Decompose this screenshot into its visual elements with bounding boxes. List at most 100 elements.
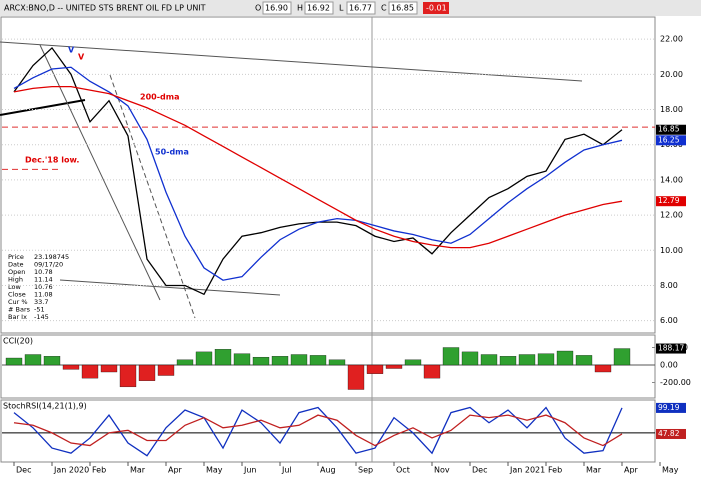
bar xyxy=(233,353,251,366)
quote-box xyxy=(262,1,292,15)
info-value: -51 xyxy=(34,306,45,314)
bar xyxy=(62,364,80,370)
x-tick-label: Feb xyxy=(92,466,106,475)
panel-title: StochRSI(14,21(1),9) xyxy=(3,402,87,411)
bar xyxy=(252,356,270,366)
panel-title: CCI(20) xyxy=(3,337,33,346)
quote-label: O xyxy=(255,4,261,13)
info-value: -145 xyxy=(34,313,49,321)
annotation: V xyxy=(78,53,85,62)
last-value-box xyxy=(656,343,686,354)
quote-value: 16.77 xyxy=(349,4,372,13)
x-tick-label: May xyxy=(206,466,223,475)
y-tick-label: 22.00 xyxy=(660,35,683,44)
x-tick-label: Feb xyxy=(548,466,562,475)
x-tick-label: Oct xyxy=(396,466,410,475)
x-tick-label: Aug xyxy=(320,466,336,475)
bar xyxy=(613,348,631,366)
info-label: # Bars xyxy=(8,306,31,314)
last-value-box xyxy=(656,402,686,413)
trend-line xyxy=(0,41,583,82)
change-box xyxy=(423,2,449,14)
trend-line xyxy=(59,279,281,296)
bar xyxy=(328,359,346,366)
trend-line xyxy=(109,74,196,319)
bar xyxy=(309,355,327,366)
bar xyxy=(404,359,422,366)
bar xyxy=(138,364,156,381)
x-tick-label: Sep xyxy=(358,466,373,475)
series-line xyxy=(13,85,623,249)
y-tick-label: 18.00 xyxy=(660,105,683,114)
info-label: Price xyxy=(8,253,24,261)
info-value: 09/17/20 xyxy=(34,261,63,269)
info-value: 11.08 xyxy=(34,291,53,299)
last-value-box xyxy=(656,428,686,439)
bar xyxy=(423,364,441,379)
last-value-box xyxy=(656,124,686,135)
quote-box xyxy=(304,1,334,15)
header: ARCX:BNO,D -- UNITED STS BRENT OIL FD LP… xyxy=(4,1,449,15)
y-tick-label: 8.00 xyxy=(660,281,678,290)
quote-value: 16.85 xyxy=(391,4,414,13)
x-tick-label: Jun xyxy=(243,466,257,475)
last-value: 16.85 xyxy=(658,125,680,134)
bar xyxy=(499,356,517,366)
last-value: 188.17 xyxy=(658,344,684,353)
quote-value: 16.90 xyxy=(265,4,288,13)
quote-value: 16.92 xyxy=(307,4,330,13)
bar xyxy=(81,364,99,379)
bar xyxy=(271,356,289,366)
info-value: 33.7 xyxy=(34,298,48,306)
bar xyxy=(385,364,403,369)
annotation: 50-dma xyxy=(155,148,189,157)
last-value: 47.82 xyxy=(658,429,680,438)
bar xyxy=(195,351,213,366)
y-tick-label: 10.00 xyxy=(660,246,683,255)
info-label: Cur % xyxy=(8,298,28,306)
bar xyxy=(43,356,61,366)
bar xyxy=(480,354,498,366)
bar xyxy=(594,364,612,373)
last-value: 16.25 xyxy=(658,135,680,144)
y-tick-label: 14.00 xyxy=(660,175,683,184)
x-tick-label: Dec xyxy=(472,466,487,475)
bar xyxy=(518,354,536,366)
info-label: Close xyxy=(8,291,26,299)
series-line xyxy=(13,414,623,447)
info-value: 10.78 xyxy=(34,268,53,276)
x-tick-label: Mar xyxy=(130,466,146,475)
info-value: 10.76 xyxy=(34,283,53,291)
info-label: Low xyxy=(8,283,21,291)
annotation: Dec.'18 low. xyxy=(25,156,79,165)
bar xyxy=(157,364,175,376)
x-tick-label: Jan 2020 xyxy=(53,466,89,475)
price-frame xyxy=(0,16,656,334)
y-tick-label: 6.00 xyxy=(660,316,678,325)
bar xyxy=(100,364,118,373)
info-label: High xyxy=(8,276,23,284)
series-line xyxy=(13,66,623,281)
bar xyxy=(556,350,574,366)
quote-box xyxy=(388,1,418,15)
series-line xyxy=(13,406,623,457)
x-tick-label: Apr xyxy=(624,466,639,475)
bar xyxy=(537,353,555,366)
bar xyxy=(461,351,479,366)
bar xyxy=(214,349,232,366)
last-value-box xyxy=(656,135,686,146)
cci-frame xyxy=(0,334,656,399)
bar xyxy=(5,357,23,366)
info-label: Date xyxy=(8,261,24,269)
last-value-box xyxy=(656,196,686,207)
x-tick-label: Mar xyxy=(586,466,602,475)
bar xyxy=(119,364,137,388)
annotation: V xyxy=(68,46,75,55)
info-label: Open xyxy=(8,268,25,276)
quote-label: C xyxy=(381,4,387,13)
bar xyxy=(176,359,194,366)
x-tick-label: Jul xyxy=(281,466,292,475)
bar xyxy=(442,347,460,366)
bar xyxy=(24,354,42,366)
